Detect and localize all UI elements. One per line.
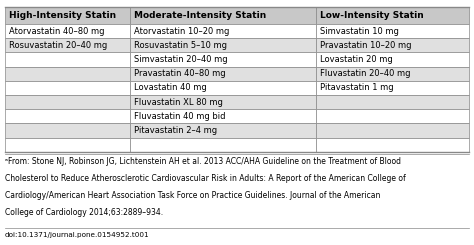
Text: Fluvastatin 40 mg bid: Fluvastatin 40 mg bid <box>134 112 226 121</box>
Bar <box>5 52 130 67</box>
Bar <box>130 81 316 95</box>
Bar <box>5 38 130 52</box>
Bar <box>316 123 469 138</box>
Text: Simvastatin 10 mg: Simvastatin 10 mg <box>320 26 399 36</box>
Bar <box>130 52 316 67</box>
Bar <box>316 95 469 109</box>
Bar <box>130 24 316 38</box>
Bar <box>130 7 316 24</box>
Bar <box>316 138 469 152</box>
Text: Pitavastatin 2–4 mg: Pitavastatin 2–4 mg <box>134 126 217 135</box>
Text: Rosuvastatin 20–40 mg: Rosuvastatin 20–40 mg <box>9 41 107 50</box>
Bar <box>316 38 469 52</box>
Bar <box>130 95 316 109</box>
Text: Simvastatin 20–40 mg: Simvastatin 20–40 mg <box>134 55 228 64</box>
Text: Rosuvastatin 5–10 mg: Rosuvastatin 5–10 mg <box>134 41 227 50</box>
Text: Atorvastatin 40–80 mg: Atorvastatin 40–80 mg <box>9 26 104 36</box>
Bar <box>5 81 130 95</box>
Text: Cardiology/American Heart Association Task Force on Practice Guidelines. Journal: Cardiology/American Heart Association Ta… <box>5 191 380 200</box>
Text: Lovastatin 40 mg: Lovastatin 40 mg <box>134 84 207 92</box>
Bar <box>5 138 130 152</box>
Text: Fluvastatin 20–40 mg: Fluvastatin 20–40 mg <box>320 69 410 78</box>
Bar <box>5 67 130 81</box>
Text: Pitavastatin 1 mg: Pitavastatin 1 mg <box>320 84 393 92</box>
Bar <box>5 95 130 109</box>
Text: High-Intensity Statin: High-Intensity Statin <box>9 11 116 20</box>
Bar <box>316 7 469 24</box>
Text: doi:10.1371/journal.pone.0154952.t001: doi:10.1371/journal.pone.0154952.t001 <box>5 232 149 238</box>
Text: Lovastatin 20 mg: Lovastatin 20 mg <box>320 55 392 64</box>
Bar <box>130 67 316 81</box>
Text: Low-Intensity Statin: Low-Intensity Statin <box>320 11 423 20</box>
Bar <box>5 24 130 38</box>
Bar <box>316 81 469 95</box>
Bar <box>316 24 469 38</box>
Text: Fluvastatin XL 80 mg: Fluvastatin XL 80 mg <box>134 98 223 107</box>
Text: Cholesterol to Reduce Atherosclerotic Cardiovascular Risk in Adults: A Report of: Cholesterol to Reduce Atherosclerotic Ca… <box>5 174 405 183</box>
Text: Pravastatin 40–80 mg: Pravastatin 40–80 mg <box>134 69 226 78</box>
Bar <box>5 7 130 24</box>
Text: Pravastatin 10–20 mg: Pravastatin 10–20 mg <box>320 41 411 50</box>
Bar <box>5 109 130 123</box>
Bar <box>130 38 316 52</box>
Text: Atorvastatin 10–20 mg: Atorvastatin 10–20 mg <box>134 26 229 36</box>
Bar <box>316 67 469 81</box>
Bar <box>316 52 469 67</box>
Bar <box>130 138 316 152</box>
Text: College of Cardiology 2014;63:2889–934.: College of Cardiology 2014;63:2889–934. <box>5 208 163 217</box>
Bar <box>5 123 130 138</box>
Text: Moderate-Intensity Statin: Moderate-Intensity Statin <box>134 11 266 20</box>
Text: ᵃFrom: Stone NJ, Robinson JG, Lichtenstein AH et al. 2013 ACC/AHA Guideline on t: ᵃFrom: Stone NJ, Robinson JG, Lichtenste… <box>5 157 401 166</box>
Bar <box>130 109 316 123</box>
Bar <box>316 109 469 123</box>
Bar <box>130 123 316 138</box>
